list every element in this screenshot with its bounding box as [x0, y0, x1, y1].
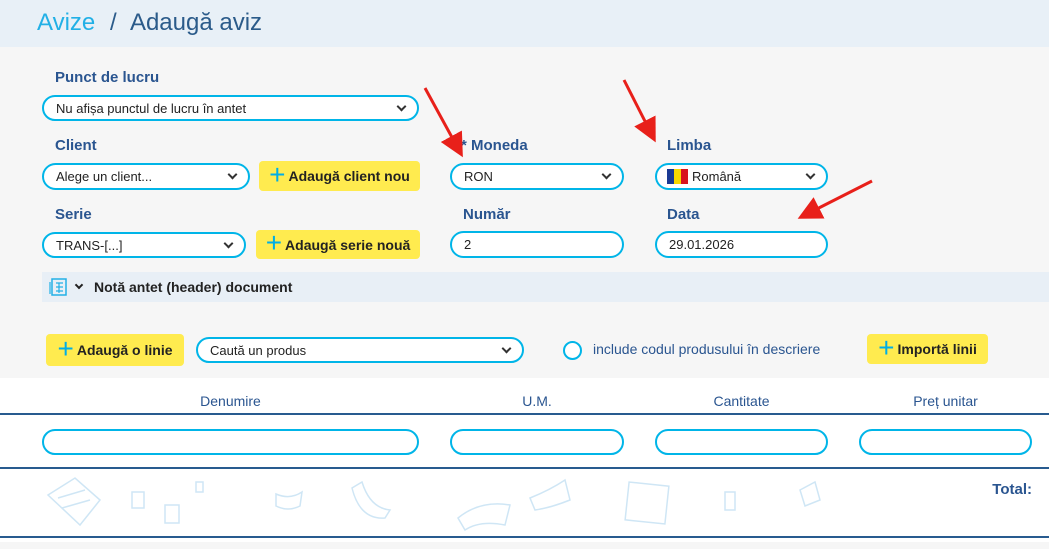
punct-value: Nu afișa punctul de lucru în antet [56, 100, 247, 116]
limba-label: Limba [667, 137, 712, 154]
document-note-icon [49, 278, 67, 296]
numar-value: 2 [464, 237, 472, 252]
moneda-select[interactable]: RON [450, 163, 624, 190]
moneda-value: RON [464, 169, 493, 184]
numar-label: Număr [463, 206, 511, 223]
chevron-down-icon [501, 343, 512, 353]
add-line-label: Adaugă o linie [76, 342, 173, 358]
serie-label: Serie [55, 206, 92, 223]
chevron-down-icon [74, 280, 84, 290]
punct-label: Punct de lucru [55, 69, 160, 86]
column-header-denumire: Denumire [200, 393, 261, 409]
punct-select[interactable]: Nu afișa punctul de lucru în antet [42, 95, 419, 121]
add-client-button[interactable]: + Adaugă client nou [259, 158, 420, 191]
serie-value: TRANS-[...] [56, 237, 123, 253]
include-code-label: include codul produsului în descriere [593, 341, 821, 357]
column-header-um: U.M. [522, 393, 552, 409]
chevron-down-icon [396, 101, 407, 111]
product-search-select[interactable]: Caută un produs [196, 337, 524, 363]
column-header-cantitate: Cantitate [713, 393, 770, 409]
data-input[interactable]: 29.01.2026 [655, 231, 828, 258]
client-value: Alege un client... [56, 169, 153, 184]
plus-icon: + [269, 158, 286, 190]
chevron-down-icon [223, 238, 234, 248]
numar-input[interactable]: 2 [450, 231, 624, 258]
pret-unitar-input[interactable] [859, 429, 1032, 455]
data-value: 29.01.2026 [669, 237, 735, 252]
breadcrumb-avize-link[interactable]: Avize [37, 9, 96, 36]
add-line-button[interactable]: + Adaugă o linie [46, 334, 184, 366]
breadcrumb-separator: / [109, 9, 117, 36]
divider [0, 413, 1049, 415]
limba-select[interactable]: Română [655, 163, 828, 190]
chevron-down-icon [601, 169, 612, 180]
denumire-input[interactable] [42, 429, 419, 455]
lines-table [0, 378, 1049, 542]
divider [0, 536, 1049, 538]
plus-icon: + [878, 331, 895, 363]
plus-icon: + [265, 227, 283, 258]
data-label: Data [667, 206, 700, 223]
add-serie-label: Adaugă serie nouă [285, 236, 411, 253]
breadcrumb: Avize / Adaugă aviz [37, 9, 262, 37]
import-lines-button[interactable]: + Importă linii [867, 331, 988, 364]
column-header-pret-unitar: Preț unitar [913, 393, 978, 409]
um-input[interactable] [450, 429, 624, 455]
client-label: Client [55, 137, 97, 154]
annotation-arrow-limba [622, 79, 656, 143]
product-search-placeholder: Caută un produs [210, 342, 307, 358]
plus-icon: + [57, 332, 74, 364]
serie-select[interactable]: TRANS-[...] [42, 232, 246, 258]
add-serie-button[interactable]: + Adaugă serie nouă [256, 227, 420, 259]
chevron-down-icon [227, 169, 238, 180]
include-code-radio[interactable] [563, 341, 582, 360]
annotation-arrow-moneda [423, 87, 463, 158]
add-client-label: Adaugă client nou [288, 168, 410, 184]
cantitate-input[interactable] [655, 429, 828, 455]
total-label: Total: [992, 481, 1032, 498]
divider [0, 467, 1049, 469]
nota-antet-toggle[interactable]: Notă antet (header) document [42, 272, 1049, 302]
moneda-label: * Moneda [461, 137, 528, 154]
limba-value: Română [692, 169, 742, 184]
client-select[interactable]: Alege un client... [42, 163, 250, 190]
page-header [0, 0, 1049, 47]
decorative-documents-illustration [46, 477, 821, 532]
import-lines-label: Importă linii [897, 341, 977, 357]
nota-label: Notă antet (header) document [94, 279, 293, 295]
chevron-down-icon [805, 169, 816, 180]
page-title: Adaugă aviz [129, 9, 263, 36]
romania-flag-icon [667, 169, 688, 184]
